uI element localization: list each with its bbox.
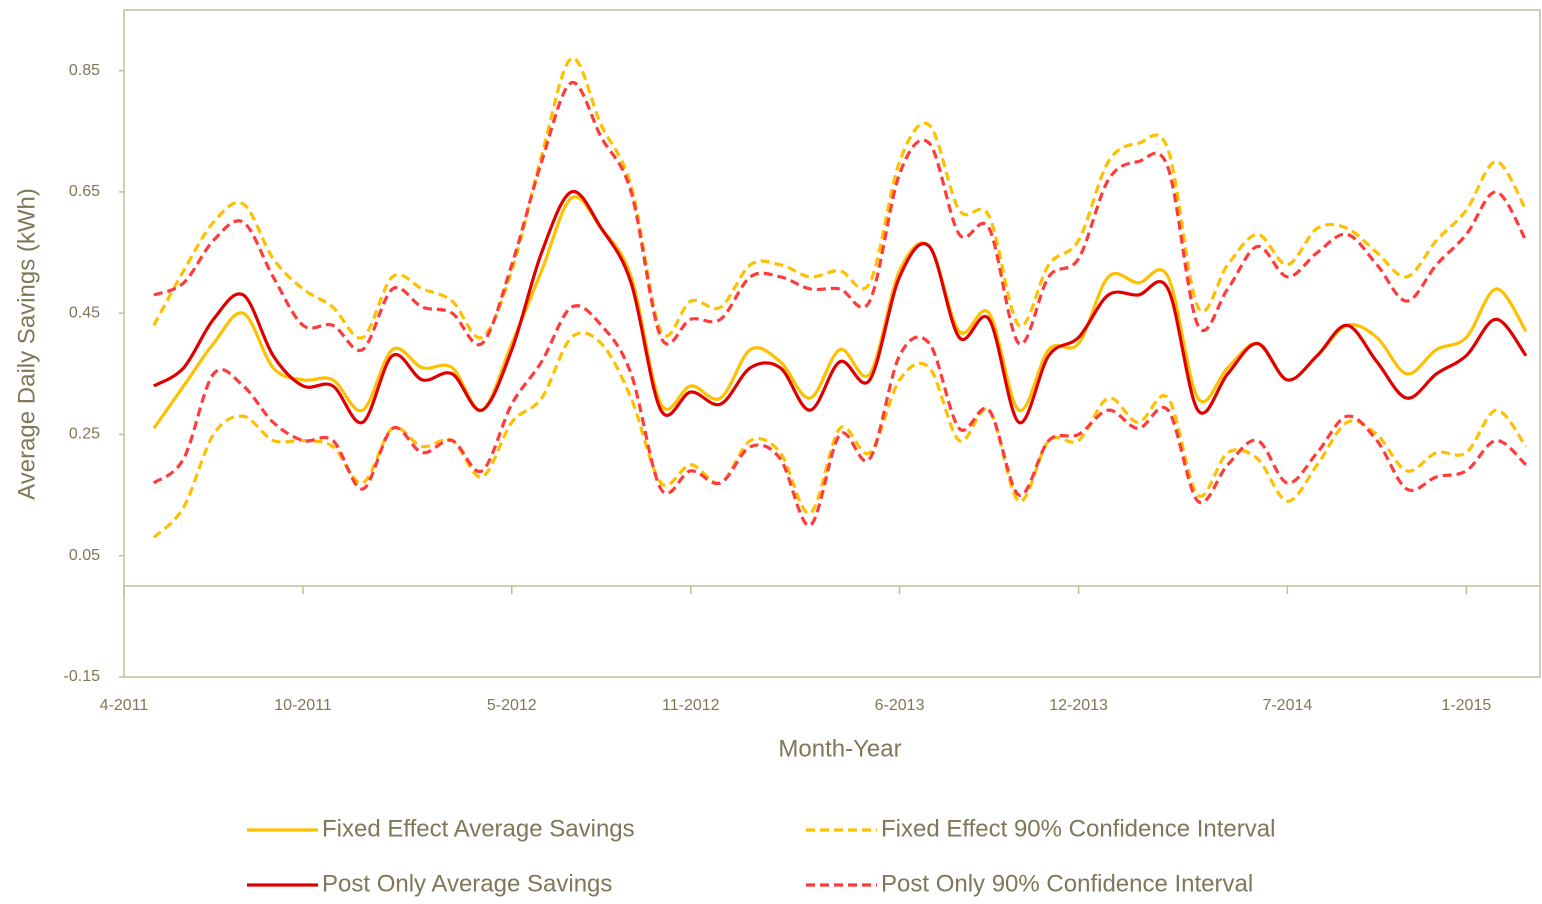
y-tick-label: -0.15	[64, 668, 101, 685]
legend-label: Post Only 90% Confidence Interval	[881, 870, 1253, 897]
y-tick-label: 0.05	[69, 547, 100, 564]
y-axis-title: Average Daily Savings (kWh)	[13, 188, 40, 500]
series-line	[152, 195, 1528, 430]
y-tick-label: 0.85	[69, 62, 100, 79]
x-tick-label: 4-2011	[100, 697, 149, 714]
series-line	[153, 81, 1528, 352]
x-tick-label: 11-2012	[662, 697, 720, 714]
series-line	[152, 304, 1528, 528]
x-axis-title: Month-Year	[778, 735, 901, 762]
y-tick-label: 0.65	[69, 183, 100, 200]
x-tick-label: 1-2015	[1441, 697, 1491, 714]
legend-label: Post Only Average Savings	[322, 870, 612, 897]
legend-label: Fixed Effect Average Savings	[322, 815, 635, 842]
y-tick-label: 0.45	[69, 304, 100, 321]
y-tick-label: 0.25	[69, 426, 100, 443]
plot-frame	[123, 9, 1541, 678]
x-tick-label: 5-2012	[487, 697, 537, 714]
x-tick-label: 7-2014	[1262, 697, 1312, 714]
x-tick-label: 6-2013	[875, 697, 925, 714]
series-line	[152, 56, 1528, 340]
series-line	[152, 190, 1528, 425]
legend-label: Fixed Effect 90% Confidence Interval	[881, 815, 1275, 842]
series-line	[152, 331, 1528, 539]
x-tick-label: 12-2013	[1049, 697, 1108, 714]
x-tick-label: 10-2011	[274, 697, 332, 714]
